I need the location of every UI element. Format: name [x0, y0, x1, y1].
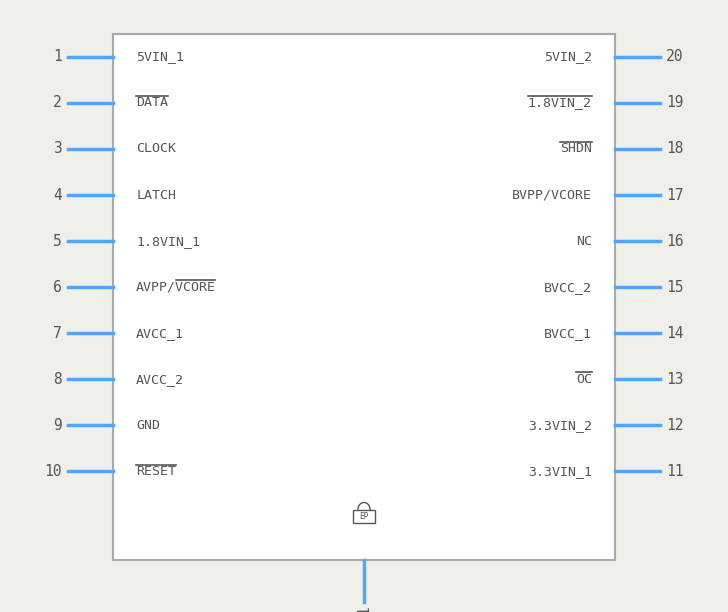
Text: AVCC_2: AVCC_2 [136, 373, 184, 386]
Text: 1: 1 [53, 50, 62, 64]
Text: BVCC_2: BVCC_2 [544, 280, 592, 294]
Text: BVPP/VCORE: BVPP/VCORE [512, 188, 592, 201]
Text: 20: 20 [666, 50, 684, 64]
Text: 1.8VIN_2: 1.8VIN_2 [528, 97, 592, 110]
Text: 1.8VIN_1: 1.8VIN_1 [136, 234, 200, 248]
Text: BVCC_1: BVCC_1 [544, 327, 592, 340]
Text: 5VIN_1: 5VIN_1 [136, 50, 184, 64]
Text: AVPP/VCORE: AVPP/VCORE [136, 280, 216, 294]
Text: NC: NC [576, 234, 592, 248]
Text: 18: 18 [666, 141, 684, 157]
Text: 13: 13 [666, 371, 684, 387]
Text: 12: 12 [666, 418, 684, 433]
Text: 3.3VIN_2: 3.3VIN_2 [528, 419, 592, 431]
Text: 16: 16 [666, 234, 684, 248]
Text: 6: 6 [53, 280, 62, 294]
Text: OC: OC [576, 373, 592, 386]
Text: 3.3VIN_1: 3.3VIN_1 [528, 465, 592, 478]
Bar [113, 34, 615, 560]
Text: RESET: RESET [136, 465, 176, 478]
Text: 14: 14 [666, 326, 684, 341]
Text: GND: GND [136, 419, 160, 431]
Text: 15: 15 [666, 280, 684, 294]
Text: 5VIN_2: 5VIN_2 [544, 50, 592, 64]
Text: 4: 4 [53, 187, 62, 203]
Text: 19: 19 [666, 95, 684, 110]
Text: 3: 3 [53, 141, 62, 157]
Text: LATCH: LATCH [136, 188, 176, 201]
Text: DATA: DATA [136, 97, 168, 110]
Text: 5: 5 [53, 234, 62, 248]
Text: 21: 21 [357, 605, 371, 612]
Text: SHDN: SHDN [560, 143, 592, 155]
Bar [353, 510, 375, 523]
Text: 17: 17 [666, 187, 684, 203]
Text: EP: EP [360, 512, 368, 521]
Text: 2: 2 [53, 95, 62, 110]
Text: 11: 11 [666, 464, 684, 479]
Text: 9: 9 [53, 418, 62, 433]
Text: 7: 7 [53, 326, 62, 341]
Text: CLOCK: CLOCK [136, 143, 176, 155]
Text: 8: 8 [53, 371, 62, 387]
Text: AVCC_1: AVCC_1 [136, 327, 184, 340]
Text: 10: 10 [44, 464, 62, 479]
